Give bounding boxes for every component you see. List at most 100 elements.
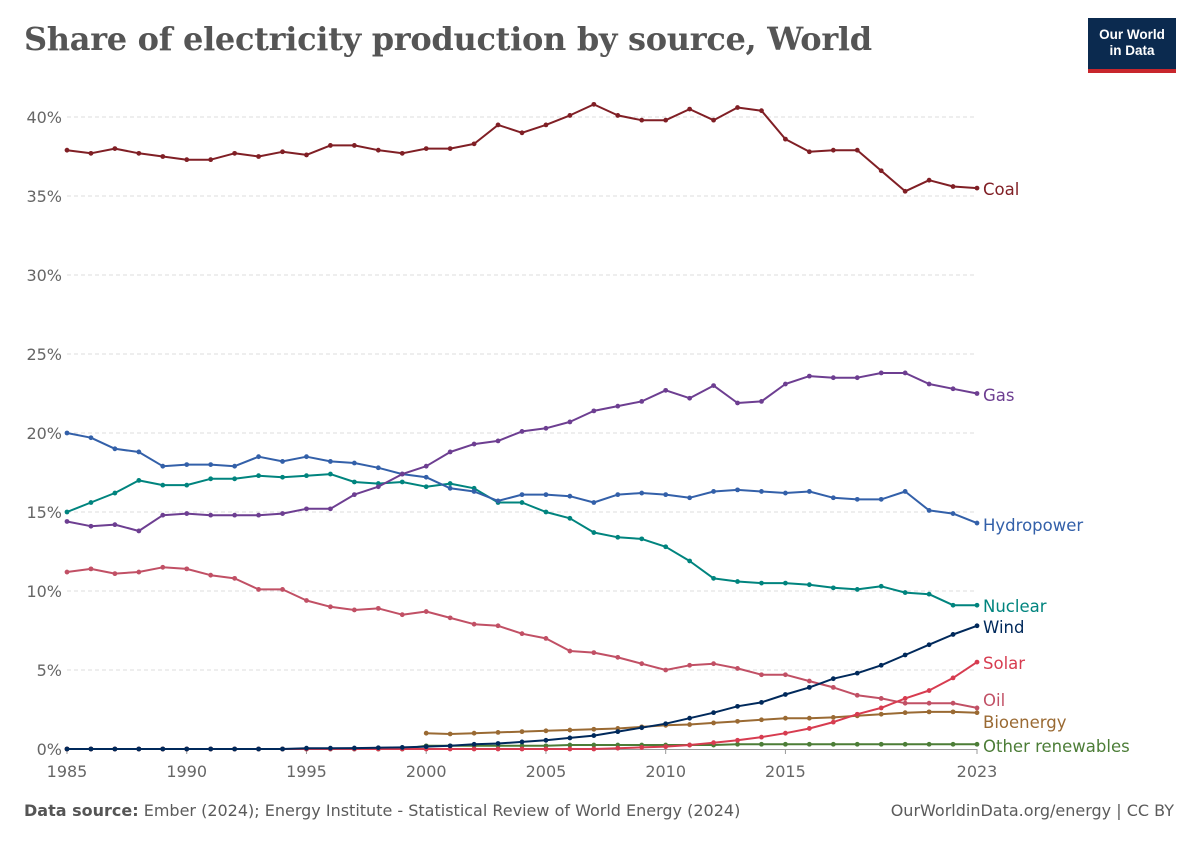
point-hydropower xyxy=(232,463,238,469)
point-gas xyxy=(759,399,764,404)
point-coal xyxy=(902,188,908,194)
point-bioenergy xyxy=(543,728,549,734)
point-bioenergy xyxy=(567,727,573,733)
point-nuclear xyxy=(830,585,836,591)
point-gas xyxy=(423,463,429,469)
point-coal xyxy=(591,101,597,107)
point-gas xyxy=(351,492,357,498)
point-gas xyxy=(160,512,166,518)
y-tick-label: 20% xyxy=(26,424,62,443)
point-wind xyxy=(495,741,501,746)
point-oil xyxy=(567,648,573,654)
point-other-renewables xyxy=(974,741,980,747)
point-wind xyxy=(615,729,621,735)
point-wind xyxy=(783,692,788,697)
chart-title: Share of electricity production by sourc… xyxy=(24,20,872,58)
gridlines xyxy=(67,116,977,671)
point-gas xyxy=(830,375,836,381)
point-nuclear xyxy=(351,479,357,485)
x-axis: 1985 1990 1995 2000 2005 2010 2015 2023 xyxy=(47,749,997,781)
point-oil xyxy=(136,569,142,575)
point-other-renewables xyxy=(567,742,573,748)
credit-link[interactable]: OurWorldinData.org/energy | CC BY xyxy=(890,801,1174,820)
point-gas xyxy=(519,429,525,434)
line-hydropower xyxy=(66,432,978,525)
point-bioenergy xyxy=(735,718,740,724)
point-nuclear xyxy=(280,474,285,480)
point-bioenergy xyxy=(519,729,525,735)
point-other-renewables xyxy=(735,741,740,747)
point-gas xyxy=(806,373,812,379)
point-coal xyxy=(663,117,669,123)
point-bioenergy xyxy=(830,715,836,720)
point-bioenergy xyxy=(974,710,980,716)
point-hydropower xyxy=(735,487,740,493)
point-solar xyxy=(519,746,525,752)
point-gas xyxy=(687,395,693,401)
point-hydropower xyxy=(280,459,285,464)
point-wind xyxy=(663,721,669,727)
line-solar xyxy=(67,661,978,750)
point-wind xyxy=(471,741,477,747)
point-nuclear xyxy=(687,558,693,564)
point-hydropower xyxy=(950,511,956,516)
legend-label-wind: Wind xyxy=(983,618,1024,637)
point-nuclear xyxy=(902,590,908,595)
point-nuclear xyxy=(328,471,333,477)
point-gas xyxy=(495,438,501,444)
line-chart: 0% 5% 10% 15% 20% 25% 30% 35% 40% 1985 1990 1995 20… xyxy=(26,101,1130,781)
point-oil xyxy=(64,569,70,575)
point-coal xyxy=(304,152,309,158)
point-gas xyxy=(639,399,645,404)
point-wind xyxy=(902,652,908,658)
point-solar xyxy=(471,746,477,752)
point-hydropower xyxy=(519,492,525,498)
point-oil xyxy=(399,612,405,618)
point-gas xyxy=(711,383,716,388)
point-wind xyxy=(232,746,238,752)
point-coal xyxy=(399,150,405,156)
point-solar xyxy=(735,737,740,743)
legend-label-nuclear: Nuclear xyxy=(983,597,1047,616)
point-coal xyxy=(735,105,740,110)
point-hydropower xyxy=(184,462,190,467)
point-oil xyxy=(471,621,477,627)
logo-line-1: Our World xyxy=(1099,27,1165,42)
point-coal xyxy=(64,147,70,153)
point-coal xyxy=(830,147,836,153)
point-solar xyxy=(854,711,860,717)
point-oil xyxy=(783,672,788,678)
point-gas xyxy=(280,511,285,516)
x-tick-label: 1985 xyxy=(47,762,88,781)
point-bioenergy xyxy=(759,717,764,723)
point-hydropower xyxy=(256,454,261,460)
point-bioenergy xyxy=(447,731,453,737)
point-nuclear xyxy=(208,476,214,482)
point-oil xyxy=(806,678,812,684)
point-oil xyxy=(735,666,740,671)
point-solar xyxy=(830,719,836,725)
point-wind xyxy=(591,733,597,738)
y-tick-label: 15% xyxy=(26,503,62,522)
point-wind xyxy=(926,642,932,648)
point-nuclear xyxy=(663,544,669,550)
point-coal xyxy=(711,117,716,123)
point-wind xyxy=(878,662,884,668)
y-tick-label: 35% xyxy=(26,187,62,206)
point-other-renewables xyxy=(591,742,597,748)
point-hydropower xyxy=(136,449,142,455)
point-wind xyxy=(160,746,166,752)
point-wind xyxy=(974,623,980,629)
point-oil xyxy=(423,609,429,614)
point-solar xyxy=(663,744,669,750)
point-hydropower xyxy=(806,489,812,494)
point-oil xyxy=(639,661,645,667)
point-wind xyxy=(447,743,453,749)
point-wind xyxy=(519,739,525,745)
point-gas xyxy=(567,419,573,425)
point-hydropower xyxy=(495,498,501,504)
series-bioenergy xyxy=(423,709,980,737)
x-tick-label: 2015 xyxy=(765,762,806,781)
owid-logo[interactable]: Our World in Data xyxy=(1088,18,1176,73)
point-nuclear xyxy=(519,500,525,505)
